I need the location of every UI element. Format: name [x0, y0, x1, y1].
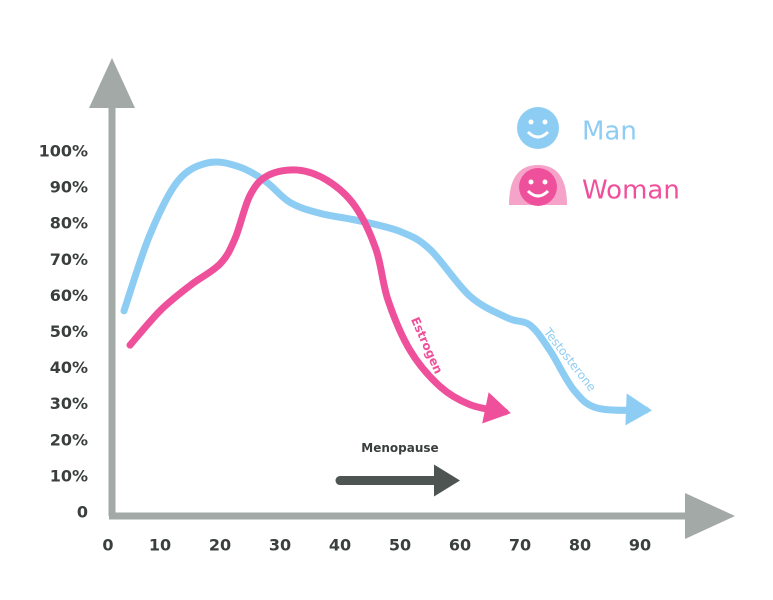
x-tick-label: 10: [149, 536, 171, 555]
woman-icon: [519, 168, 557, 206]
y-tick-label: 0: [77, 503, 88, 522]
y-tick-label: 100%: [39, 142, 88, 161]
axes: [89, 58, 735, 539]
y-tick-label: 40%: [50, 358, 88, 377]
series-arrowhead: [625, 393, 652, 426]
x-tick-label: 50: [389, 536, 411, 555]
x-tick-label: 80: [569, 536, 591, 555]
x-tick-label: 40: [329, 536, 351, 555]
icon-eye: [542, 119, 548, 125]
annotation-label: Menopause: [361, 441, 438, 455]
legend-label: Woman: [582, 176, 680, 206]
menopause-arrowhead: [434, 464, 460, 497]
icon-smile: [526, 189, 550, 198]
y-tick-label: 50%: [50, 322, 88, 341]
series-arrowhead: [482, 392, 511, 424]
y-tick-label: 30%: [50, 394, 88, 413]
x-tick-label: 20: [209, 536, 231, 555]
x-tick-label: 30: [269, 536, 291, 555]
series-line: [120, 158, 650, 414]
series-annotation: Estrogen: [408, 315, 445, 376]
y-tick-label: 90%: [50, 178, 88, 197]
x-axis-arrow: [685, 493, 735, 539]
y-tick-label: 60%: [50, 286, 88, 305]
x-tick-label: 70: [509, 536, 531, 555]
icon-smile: [526, 130, 550, 139]
legend-label: Man: [582, 117, 637, 147]
y-tick-label: 80%: [50, 214, 88, 233]
x-tick-label: 60: [449, 536, 471, 555]
y-tick-label: 70%: [50, 250, 88, 269]
x-tick-label: 90: [629, 536, 651, 555]
y-tick-label: 10%: [50, 466, 88, 485]
man-icon: [517, 107, 559, 149]
y-axis-arrow: [89, 58, 135, 108]
icon-eye: [528, 119, 534, 125]
legend: Man Woman: [509, 107, 680, 206]
y-tick-label: 20%: [50, 430, 88, 449]
icon-eye: [542, 179, 548, 185]
x-tick-label: 0: [102, 536, 113, 555]
series-line: [126, 166, 509, 416]
icon-eye: [528, 179, 534, 185]
